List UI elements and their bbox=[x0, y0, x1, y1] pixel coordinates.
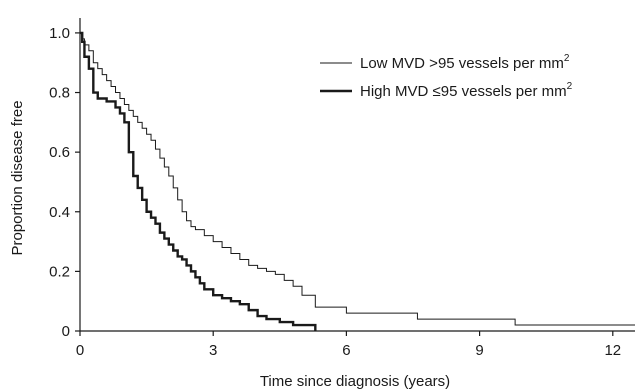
legend-label-high: High MVD ≤95 vessels per mm2 bbox=[360, 81, 573, 100]
legend: Low MVD >95 vessels per mm2 High MVD ≤95… bbox=[320, 53, 573, 100]
y-tick-label: 0.4 bbox=[49, 204, 70, 221]
series-lines bbox=[80, 31, 635, 331]
series-line-low bbox=[80, 32, 635, 326]
legend-label-low: Low MVD >95 vessels per mm2 bbox=[360, 53, 570, 72]
x-tick-label: 12 bbox=[604, 342, 621, 359]
y-tick-label: 1.0 bbox=[49, 25, 70, 42]
x-axis-label: Time since diagnosis (years) bbox=[260, 373, 450, 389]
x-tick-label: 9 bbox=[475, 342, 483, 359]
y-tick-label: 0 bbox=[62, 323, 70, 340]
y-tick-label: 0.2 bbox=[49, 263, 70, 280]
x-tick-label: 0 bbox=[76, 342, 84, 359]
series-line-high bbox=[80, 31, 317, 331]
x-ticks: 0 3 6 9 12 bbox=[76, 331, 621, 359]
x-tick-label: 3 bbox=[209, 342, 217, 359]
x-tick-label: 6 bbox=[342, 342, 350, 359]
y-tick-label: 0.8 bbox=[49, 85, 70, 102]
y-tick-label: 0.6 bbox=[49, 144, 70, 161]
y-ticks: 0 0.2 0.4 0.6 0.8 1.0 bbox=[49, 25, 80, 340]
axes bbox=[79, 18, 635, 332]
y-axis-label: Proportion disease free bbox=[9, 100, 26, 255]
